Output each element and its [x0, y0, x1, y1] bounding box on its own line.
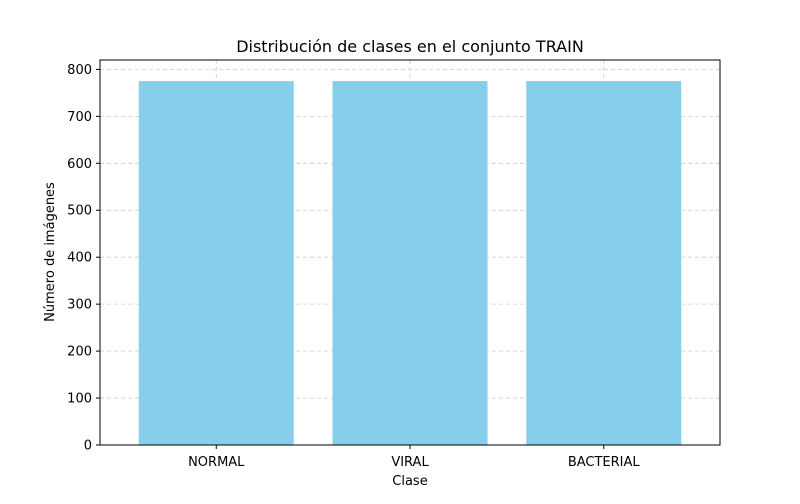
bar-bacterial [526, 81, 682, 445]
y-tick-label: 300 [67, 298, 92, 313]
y-tick-label: 800 [67, 63, 92, 78]
x-axis-ticks: NORMAL VIRAL BACTERIAL [188, 445, 640, 470]
y-tick-label: 700 [67, 110, 92, 125]
y-axis-label: Número de imágenes [43, 182, 58, 322]
y-axis-ticks: 0 100 200 300 400 500 600 700 800 [67, 63, 100, 454]
y-tick-label: 0 [84, 439, 92, 454]
x-tick-label: NORMAL [188, 455, 245, 470]
bar-normal [138, 81, 294, 445]
x-tick-label: BACTERIAL [568, 455, 641, 470]
bars [138, 81, 682, 445]
y-tick-label: 400 [67, 251, 92, 266]
y-tick-label: 100 [67, 392, 92, 407]
y-tick-label: 500 [67, 204, 92, 219]
y-tick-label: 600 [67, 157, 92, 172]
bar-viral [332, 81, 488, 445]
x-tick-label: VIRAL [391, 455, 429, 470]
chart-title: Distribución de clases en el conjunto TR… [236, 37, 584, 56]
y-tick-label: 200 [67, 345, 92, 360]
x-axis-label: Clase [392, 474, 427, 489]
